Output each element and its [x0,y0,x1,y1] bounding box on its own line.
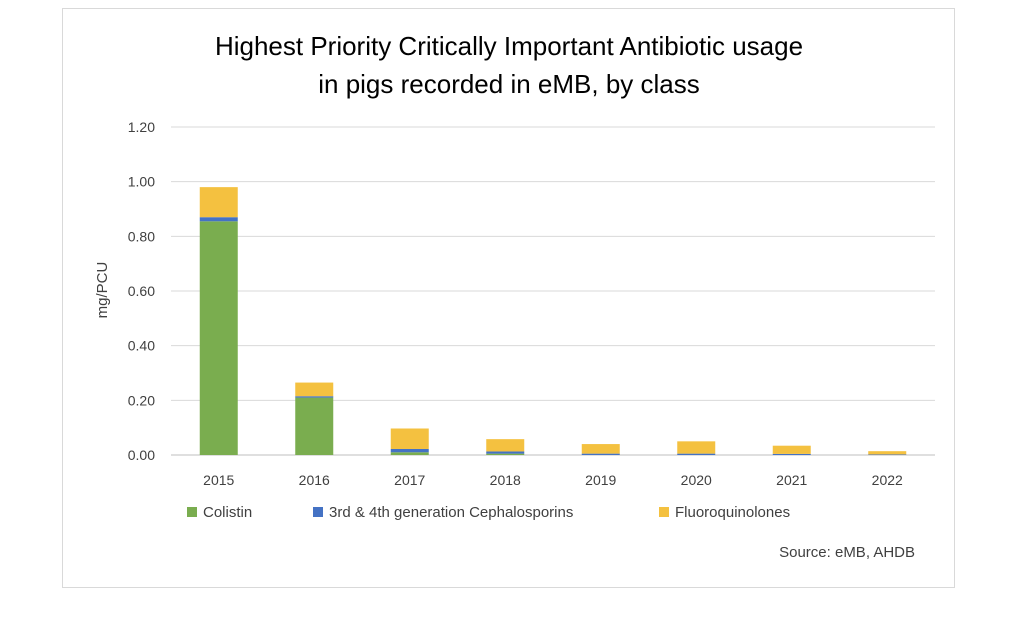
bar-segment [868,451,907,455]
legend-swatch [313,507,323,517]
bar-segment [486,453,525,455]
x-tick-label: 2021 [776,472,807,488]
y-tick-label: 0.00 [128,447,155,463]
bar-segment [677,453,716,455]
x-tick-label: 2019 [585,472,616,488]
y-tick-label: 1.00 [128,174,155,190]
bar-segment [295,397,334,455]
bar-segment [295,382,334,397]
bar-segment [390,428,429,449]
y-tick-label: 1.20 [128,119,155,135]
x-tick-label: 2022 [872,472,903,488]
bar-segment [199,217,238,222]
y-tick-labels: 0.00 0.20 0.40 0.60 0.80 1.00 1.20 [128,119,155,463]
bar-segment [486,439,525,452]
bar-segment [486,451,525,454]
bar-segment [390,448,429,453]
legend-swatch [659,507,669,517]
bar-segment [772,453,811,455]
legend-swatch [187,507,197,517]
gridlines [171,126,935,456]
bar-segment [581,444,620,454]
x-tick-label: 2018 [490,472,521,488]
y-tick-label: 0.20 [128,392,155,408]
bar-segment [581,453,620,455]
legend: Colistin 3rd & 4th generation Cephalospor… [187,504,790,521]
x-tick-label: 2016 [299,472,330,488]
y-axis-title: mg/PCU [94,262,111,319]
bar-segment [199,187,238,218]
legend-label: Colistin [203,504,252,521]
x-tick-labels: 2015 2016 2017 2018 2019 2020 2021 2022 [203,472,903,488]
bars [199,187,907,455]
bar-segment [772,445,811,454]
y-tick-label: 0.60 [128,283,155,299]
chart-frame: Highest Priority Critically Important An… [62,8,955,588]
legend-label: 3rd & 4th generation Cephalosporins [329,504,573,521]
source-note: Source: eMB, AHDB [779,544,915,561]
chart-svg: Highest Priority Critically Important An… [94,31,935,561]
chart-title-line-2: in pigs recorded in eMB, by class [318,69,700,99]
x-tick-label: 2015 [203,472,234,488]
bar-segment [868,454,907,455]
bar-segment [677,441,716,454]
bar-segment [199,221,238,455]
x-tick-label: 2020 [681,472,712,488]
chart-title-line-1: Highest Priority Critically Important An… [215,31,803,61]
legend-label: Fluoroquinolones [675,504,790,521]
bar-segment [390,452,429,455]
y-tick-label: 0.80 [128,228,155,244]
x-tick-label: 2017 [394,472,425,488]
y-tick-label: 0.40 [128,338,155,354]
bar-segment [295,396,334,398]
